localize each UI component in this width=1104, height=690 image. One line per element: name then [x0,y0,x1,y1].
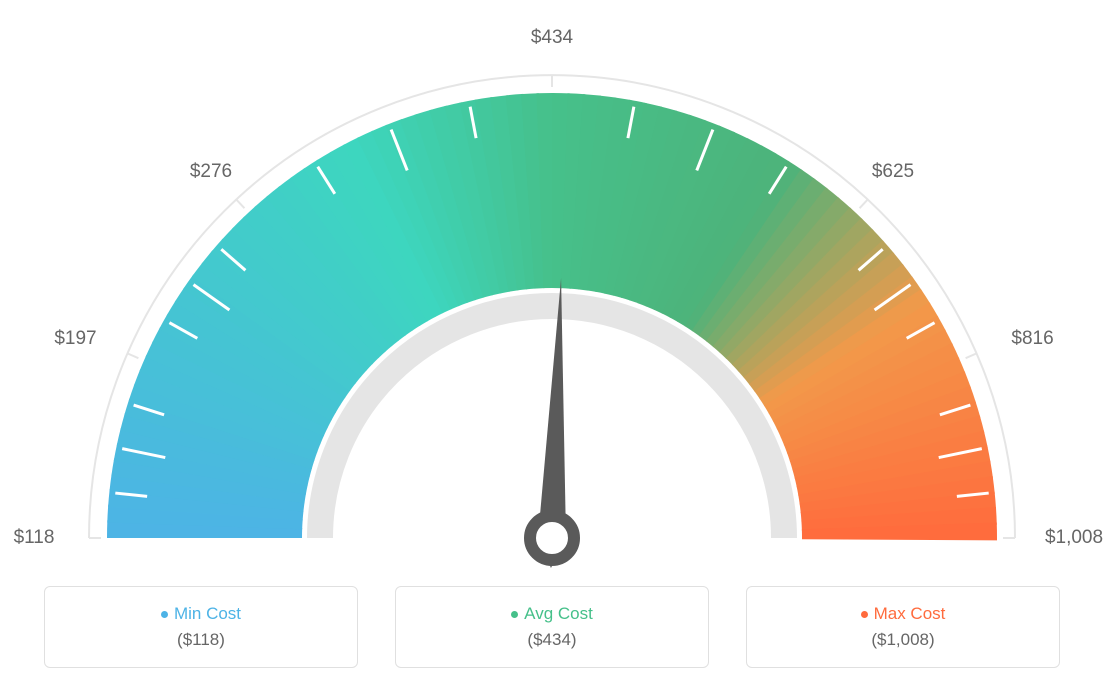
gauge-tick-label: $197 [54,328,96,350]
gauge-tick-label: $118 [14,527,55,549]
gauge-tick-label: $816 [1011,328,1053,350]
legend-label-max: Max Cost [874,604,946,624]
legend-label-min: Min Cost [174,604,241,624]
legend-dot-min [161,611,168,618]
legend-title-avg: Avg Cost [511,604,593,624]
legend-title-max: Max Cost [861,604,946,624]
legend-value-avg: ($434) [527,630,576,650]
gauge-area: $118 $197 $276 $434 $625 $816 $1,008 [0,18,1104,568]
gauge-tick-label: $625 [872,161,914,183]
legend-value-max: ($1,008) [871,630,934,650]
gauge-tick-label: $1,008 [1045,527,1103,549]
legend-box-avg: Avg Cost ($434) [395,586,709,668]
cost-gauge-chart: $118 $197 $276 $434 $625 $816 $1,008 Min Cost … [0,0,1104,690]
legend-area: Min Cost ($118) Avg Cost ($434) Max Cost… [0,586,1104,668]
gauge-svg [0,18,1104,578]
legend-value-min: ($118) [177,630,225,650]
legend-dot-max [861,611,868,618]
gauge-tick-label: $434 [531,27,573,49]
legend-label-avg: Avg Cost [524,604,593,624]
legend-box-max: Max Cost ($1,008) [746,586,1060,668]
gauge-tick-label: $276 [190,161,232,183]
legend-box-min: Min Cost ($118) [44,586,358,668]
legend-dot-avg [511,611,518,618]
legend-title-min: Min Cost [161,604,241,624]
